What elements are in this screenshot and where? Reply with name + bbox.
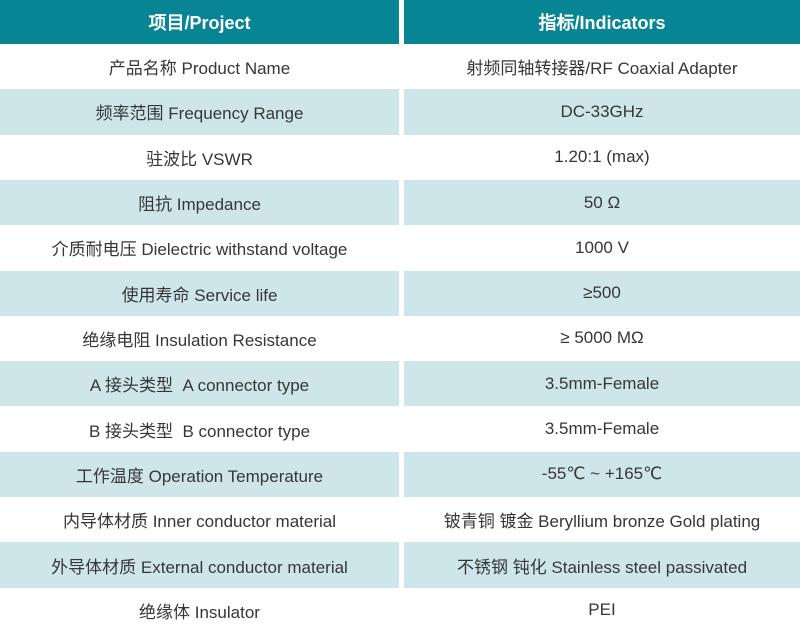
project-cell: A 接头类型 A connector type <box>0 361 399 407</box>
indicator-cell: 3.5mm-Female <box>404 406 800 452</box>
table-row: 阻抗 Impedance 50 Ω <box>0 179 800 226</box>
table-row: 频率范围 Frequency Range DC-33GHz <box>0 89 800 135</box>
table-row: 驻波比 VSWR 1.20:1 (max) <box>0 134 800 180</box>
indicator-cell: ≥500 <box>404 270 800 316</box>
project-cell: 驻波比 VSWR <box>0 134 399 180</box>
project-cell: 绝缘体 Insulator <box>0 587 399 633</box>
indicator-cell: DC-33GHz <box>404 89 800 135</box>
project-cell: 阻抗 Impedance <box>0 179 399 226</box>
indicator-cell: 3.5mm-Female <box>404 361 800 407</box>
table-row: A 接头类型 A connector type 3.5mm-Female <box>0 361 800 407</box>
indicator-cell: PEI <box>404 587 800 633</box>
table-row: 介质耐电压 Dielectric withstand voltage 1000 … <box>0 225 800 271</box>
indicator-cell: 1000 V <box>404 225 800 271</box>
column-header-project: 项目/Project <box>0 0 399 44</box>
table-row: 使用寿命 Service life ≥500 <box>0 270 800 316</box>
indicator-cell: 50 Ω <box>404 179 800 226</box>
table-row: 绝缘电阻 Insulation Resistance ≥ 5000 MΩ <box>0 315 800 362</box>
project-cell: B 接头类型 B connector type <box>0 406 399 452</box>
table-header-row: 项目/Project 指标/Indicators <box>0 0 800 44</box>
project-cell: 外导体材质 External conductor material <box>0 542 399 588</box>
indicator-cell: 不锈钢 钝化 Stainless steel passivated <box>404 542 800 588</box>
project-cell: 产品名称 Product Name <box>0 44 399 90</box>
indicator-cell: 铍青铜 镀金 Beryllium bronze Gold plating <box>404 497 800 543</box>
project-cell: 绝缘电阻 Insulation Resistance <box>0 315 399 362</box>
indicator-cell: 射频同轴转接器/RF Coaxial Adapter <box>404 44 800 90</box>
project-cell: 工作温度 Operation Temperature <box>0 451 399 498</box>
column-header-indicators: 指标/Indicators <box>404 0 800 44</box>
table-row: 外导体材质 External conductor material 不锈钢 钝化… <box>0 542 800 588</box>
project-cell: 内导体材质 Inner conductor material <box>0 497 399 543</box>
project-cell: 介质耐电压 Dielectric withstand voltage <box>0 225 399 271</box>
project-cell: 频率范围 Frequency Range <box>0 89 399 135</box>
table-row: 内导体材质 Inner conductor material 铍青铜 镀金 Be… <box>0 497 800 543</box>
table-row: 绝缘体 Insulator PEI <box>0 587 800 633</box>
table-row: 工作温度 Operation Temperature -55℃ ~ +165℃ <box>0 451 800 498</box>
indicator-cell: -55℃ ~ +165℃ <box>404 451 800 498</box>
table-row: 产品名称 Product Name 射频同轴转接器/RF Coaxial Ada… <box>0 44 800 90</box>
indicator-cell: ≥ 5000 MΩ <box>404 315 800 362</box>
indicator-cell: 1.20:1 (max) <box>404 134 800 180</box>
project-cell: 使用寿命 Service life <box>0 270 399 316</box>
table-row: B 接头类型 B connector type 3.5mm-Female <box>0 406 800 452</box>
